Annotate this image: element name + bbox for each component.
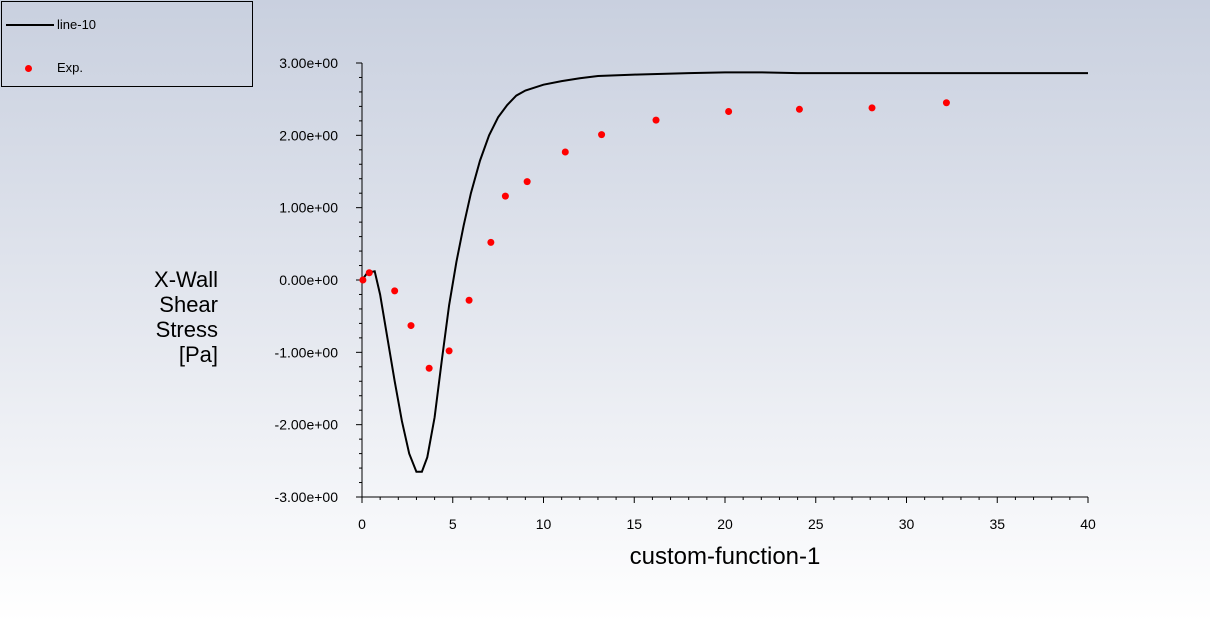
y-axis-label-line: Stress: [155, 317, 218, 342]
data-point-exp: [445, 347, 453, 355]
data-point-exp: [942, 99, 950, 107]
x-tick-label: 15: [626, 516, 642, 532]
data-point-exp: [868, 104, 876, 112]
y-axis-label-line: X-Wall: [154, 267, 218, 292]
y-axis-label: X-Wall Shear Stress [Pa]: [154, 267, 218, 367]
x-tick-label: 40: [1080, 516, 1096, 532]
chart-legend: line-10 Exp.: [1, 1, 253, 87]
data-point-exp: [523, 178, 531, 186]
y-tick-label: -3.00e+00: [275, 489, 339, 505]
y-tick-label: -2.00e+00: [275, 417, 339, 433]
data-point-exp: [407, 322, 415, 330]
data-point-exp: [501, 192, 509, 200]
x-tick-label: 35: [989, 516, 1005, 532]
x-tick-label: 0: [358, 516, 366, 532]
data-point-exp: [391, 287, 399, 295]
data-point-exp: [652, 116, 660, 124]
legend-item-exp: Exp.: [2, 58, 252, 78]
y-tick-label: 1.00e+00: [279, 200, 338, 216]
data-point-exp: [465, 296, 473, 304]
x-axis-label: custom-function-1: [629, 543, 821, 570]
y-tick-label: -1.00e+00: [275, 344, 339, 360]
data-point-exp: [365, 269, 373, 277]
data-point-exp: [487, 238, 495, 246]
x-tick-label: 25: [808, 516, 824, 532]
x-tick-label: 5: [449, 516, 457, 532]
data-point-exp: [359, 276, 367, 284]
data-point-exp: [425, 364, 433, 372]
data-point-exp: [725, 107, 733, 115]
legend-marker-swatch: [25, 65, 32, 72]
y-axis-label-line: Shear: [159, 292, 218, 317]
x-tick-label: 10: [536, 516, 552, 532]
data-point-exp: [561, 148, 569, 156]
x-tick-label: 30: [899, 516, 915, 532]
data-point-exp: [598, 131, 606, 139]
legend-line-swatch: [6, 24, 54, 26]
legend-label-line-10: line-10: [57, 17, 97, 32]
y-tick-label: 0.00e+00: [279, 272, 338, 288]
x-tick-label: 20: [717, 516, 733, 532]
legend-label-exp: Exp.: [57, 60, 84, 75]
legend-item-line-10: line-10: [2, 15, 252, 35]
y-axis-label-line: [Pa]: [178, 342, 218, 367]
series-line-10: [361, 71, 1088, 473]
y-tick-label: 3.00e+00: [279, 55, 338, 71]
data-point-exp: [795, 105, 803, 113]
y-tick-label: 2.00e+00: [279, 127, 338, 143]
